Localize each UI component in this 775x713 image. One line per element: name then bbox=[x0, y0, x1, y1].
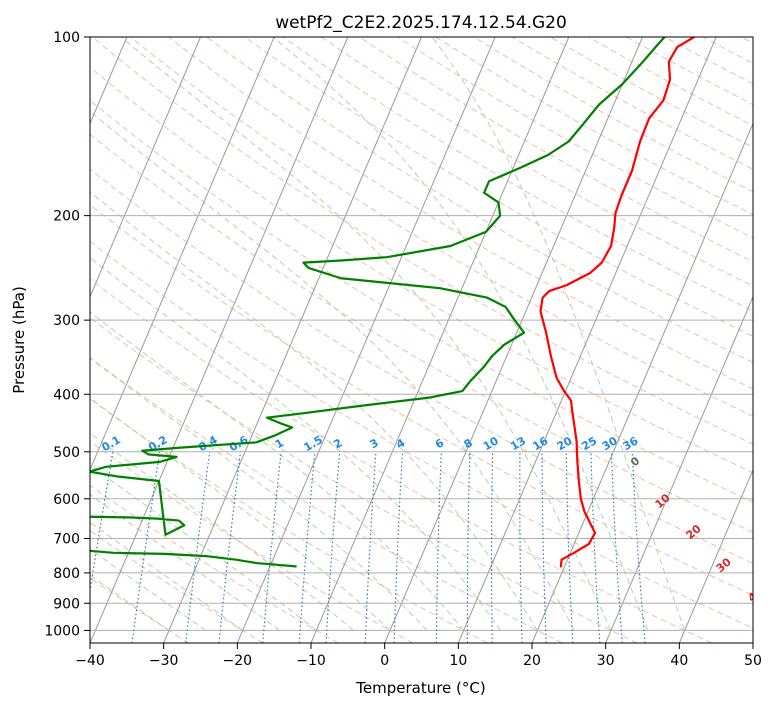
moist-adiabat-label: 40 bbox=[745, 585, 765, 605]
y-tick-label: 1000 bbox=[44, 623, 80, 639]
moist-adiabat-line bbox=[90, 311, 465, 631]
y-tick-label: 400 bbox=[53, 387, 80, 403]
isotherm-line bbox=[236, 37, 496, 643]
x-tick-label: 30 bbox=[597, 653, 615, 669]
chart-title: wetPf2_C2E2.2025.174.12.54.G20 bbox=[275, 13, 567, 33]
background-lines bbox=[90, 37, 753, 643]
isotherm-line bbox=[163, 37, 422, 643]
moist-adiabat-line bbox=[90, 464, 317, 631]
x-tick-label: 10 bbox=[449, 653, 467, 669]
mixing-ratio-line bbox=[631, 451, 646, 643]
isotherm-line bbox=[310, 37, 570, 643]
y-axis-label: Pressure (hPa) bbox=[10, 286, 28, 394]
profile-series bbox=[90, 37, 696, 568]
y-tick-label: 900 bbox=[53, 596, 80, 612]
x-tick-label: 0 bbox=[380, 653, 389, 669]
moist-adiabat-line bbox=[272, 37, 649, 631]
dry-adiabat-line bbox=[244, 37, 753, 337]
axes: −40 −30 −20 −10 0 10 20 30 40 50 100 200 300 400 500 60… bbox=[44, 30, 762, 669]
y-tick-label: 100 bbox=[53, 30, 80, 46]
mixing-ratio-line bbox=[262, 451, 282, 643]
y-tick-label: 200 bbox=[53, 209, 80, 225]
mixing-ratio-line bbox=[185, 451, 211, 643]
dry-adiabat-line bbox=[91, 37, 753, 445]
dry-adiabat-line bbox=[130, 37, 753, 417]
y-tick-label: 500 bbox=[53, 445, 80, 461]
moist-adiabat-line bbox=[90, 574, 170, 631]
isotherm-line bbox=[90, 37, 349, 643]
moist-adiabat-line bbox=[431, 37, 686, 631]
moist-adiabat-line bbox=[120, 37, 612, 631]
dry-adiabat-line bbox=[90, 133, 753, 533]
y-tick-label: 300 bbox=[53, 313, 80, 329]
moist-adiabat-line bbox=[90, 397, 391, 631]
moist-adiabat-line bbox=[90, 548, 207, 631]
temperature-line bbox=[539, 37, 696, 568]
isotherm-line bbox=[605, 295, 753, 643]
x-tick-label: 50 bbox=[744, 653, 762, 669]
dry-adiabat-line bbox=[90, 99, 753, 503]
isotherm-line bbox=[678, 468, 753, 643]
dry-adiabat-line bbox=[168, 37, 753, 390]
dry-adiabat-line bbox=[90, 357, 563, 643]
x-tick-label: 40 bbox=[670, 653, 688, 669]
mixing-ratio-line bbox=[298, 451, 316, 643]
dry-adiabat-line bbox=[90, 530, 264, 643]
x-axis-label: Temperature (°C) bbox=[355, 679, 485, 697]
x-tick-label: −10 bbox=[296, 653, 326, 669]
mixing-ratio-line bbox=[325, 451, 341, 643]
moist-adiabat-line bbox=[90, 256, 501, 631]
moist-adiabat-line bbox=[90, 493, 280, 631]
mixing-ratio-line bbox=[590, 451, 601, 643]
x-tick-label: 20 bbox=[523, 653, 541, 669]
isotherm-line bbox=[90, 37, 275, 472]
isotherm-line bbox=[457, 37, 717, 643]
isotherm-line bbox=[531, 122, 753, 643]
y-tick-label: 800 bbox=[53, 566, 80, 582]
moist-adiabat-line bbox=[90, 432, 354, 631]
mixing-ratio-line bbox=[610, 451, 623, 643]
dry-adiabat-line bbox=[90, 398, 488, 643]
x-tick-label: −40 bbox=[75, 653, 105, 669]
dry-adiabat-line bbox=[90, 278, 712, 643]
mixing-ratio-line bbox=[131, 451, 161, 643]
y-tick-label: 700 bbox=[53, 532, 80, 548]
moist-adiabat-line bbox=[90, 357, 428, 631]
dry-adiabat-line bbox=[90, 484, 339, 643]
y-tick-label: 600 bbox=[53, 492, 80, 508]
dry-adiabat-line bbox=[282, 37, 753, 312]
isotherm-line bbox=[90, 37, 201, 298]
dry-adiabat-line bbox=[90, 240, 753, 629]
mixing-ratio-line bbox=[218, 451, 242, 643]
dry-adiabat-line bbox=[90, 317, 638, 643]
x-tick-label: −20 bbox=[223, 653, 253, 669]
x-tick-label: −30 bbox=[149, 653, 179, 669]
dry-adiabat-line bbox=[90, 204, 753, 596]
mixing-ratio-line bbox=[364, 451, 377, 643]
plot-frame bbox=[89, 36, 754, 644]
moist-adiabat-line bbox=[90, 521, 243, 631]
dewpoint-line bbox=[90, 37, 666, 568]
